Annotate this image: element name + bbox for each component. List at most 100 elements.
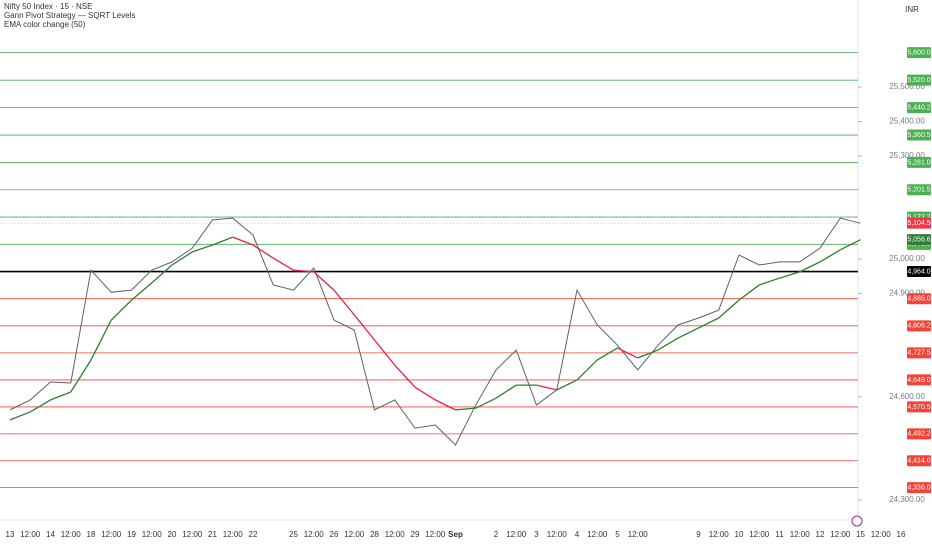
level-label-box: [907, 184, 931, 196]
x-tick-label: 12:00: [830, 530, 851, 539]
y-tick-label: 24,300.00: [889, 495, 925, 504]
x-tick-label: 12:00: [344, 530, 365, 539]
x-tick-label: 12:00: [871, 530, 892, 539]
ema-segment: [272, 257, 294, 271]
level-label-box: [907, 47, 931, 59]
y-tick-label: 25,500.00: [889, 82, 925, 91]
ema-segment: [677, 327, 699, 339]
last-value-label: 25,104.50: [903, 220, 932, 227]
x-tick-label: 26: [330, 530, 339, 539]
ema-segment: [90, 319, 112, 361]
ema-segment: [131, 282, 153, 301]
x-tick-label: 12:00: [587, 530, 608, 539]
level-label-box: [907, 156, 931, 168]
level-label: 25,281.00: [903, 159, 932, 166]
level-label: 24,649.00: [903, 377, 932, 384]
level-label-box: [907, 129, 931, 141]
ema-segment: [495, 384, 517, 399]
level-label-box: [907, 293, 931, 305]
x-tick-label: 25: [289, 530, 298, 539]
x-tick-label: 12:00: [182, 530, 203, 539]
ema-segment: [313, 271, 335, 291]
x-tick-label: 28: [370, 530, 379, 539]
level-label: 24,492.25: [903, 431, 932, 438]
level-label-box: [907, 401, 931, 413]
ema-segment: [333, 289, 355, 316]
level-label: 25,440.25: [903, 104, 932, 111]
ema-segment: [779, 271, 800, 279]
last-value-box: [907, 217, 931, 229]
level-label: 24,885.06: [903, 296, 932, 303]
currency-label: INR: [905, 5, 919, 14]
x-tick-label: 5: [615, 530, 620, 539]
level-label: 25,201.56: [903, 187, 932, 194]
x-tick-label: 12:00: [304, 530, 325, 539]
y-tick-label: 24,600.00: [889, 392, 925, 401]
x-tick-label: 19: [127, 530, 136, 539]
x-tick-label: 12:00: [385, 530, 406, 539]
level-label: 24,727.56: [903, 350, 932, 357]
ema-segment: [536, 384, 557, 391]
level-label: 24,964.00: [903, 268, 932, 275]
x-tick-label: 18: [87, 530, 96, 539]
level-label-box: [907, 374, 931, 386]
x-tick-label: 12: [816, 530, 825, 539]
y-tick-label: 24,900.00: [889, 289, 925, 298]
ema-segment: [151, 264, 173, 284]
ema-segment: [819, 249, 841, 263]
ema-segment: [576, 359, 598, 381]
x-tick-label: 14: [46, 530, 55, 539]
ema-segment: [192, 244, 213, 253]
x-tick-label: 20: [168, 530, 177, 539]
level-label: 25,520.06: [903, 77, 932, 84]
ema-segment: [698, 317, 720, 329]
ema-segment: [657, 337, 679, 351]
ema-segment: [110, 299, 132, 321]
level-label-box: [907, 74, 931, 86]
x-tick-label: 29: [411, 530, 420, 539]
ema-segment: [556, 379, 578, 391]
x-tick-label: 13: [6, 530, 15, 539]
x-tick-label: 2: [494, 530, 499, 539]
ema-segment: [596, 347, 618, 361]
ema-segment: [394, 364, 416, 388]
x-tick-label: 21: [208, 530, 217, 539]
x-tick-label: 12:00: [61, 530, 82, 539]
level-label-box: [907, 428, 931, 440]
x-tick-label: 22: [249, 530, 258, 539]
ema-segment: [50, 391, 71, 401]
level-label-box: [907, 102, 931, 114]
ema-segment: [252, 244, 274, 259]
timezone-badge[interactable]: [851, 515, 863, 527]
ema-segment: [738, 284, 760, 301]
plot: 25,500.00 25,400.00 25,300.00 25,000.00 24,9…: [0, 47, 932, 539]
x-tick-label: 12:00: [709, 530, 730, 539]
x-tick-label: 12:00: [20, 530, 41, 539]
ema-segment: [232, 236, 254, 246]
level-label: 24,336.00: [903, 484, 932, 491]
level-label: 24,806.25: [903, 323, 932, 330]
x-tick-label: 12:00: [142, 530, 163, 539]
last-value-box: [907, 234, 931, 246]
x-tick-label: 12:00: [506, 530, 527, 539]
y-tick-label: 25,400.00: [889, 117, 925, 126]
ema-segment: [617, 347, 639, 359]
level-label: 25,122.25: [903, 214, 932, 221]
level-label-box: [907, 482, 931, 494]
x-tick-label: 12:00: [547, 530, 568, 539]
x-tick-label: 16: [897, 530, 906, 539]
x-tick-label: 12:00: [749, 530, 770, 539]
ema-segment: [799, 261, 821, 273]
x-tick-label: 10: [735, 530, 744, 539]
legend-entry: EMA color change (50): [4, 20, 86, 29]
level-label-box: [907, 347, 931, 359]
level-label: 25,360.56: [903, 132, 932, 139]
indicator-label: Gann Pivot Strategy — SQRT Levels: [4, 11, 135, 20]
ema-segment: [293, 269, 314, 273]
x-tick-label: 12:00: [223, 530, 244, 539]
ema-segment: [414, 386, 436, 401]
ema-segment: [839, 239, 861, 251]
ema-segment: [759, 277, 780, 286]
